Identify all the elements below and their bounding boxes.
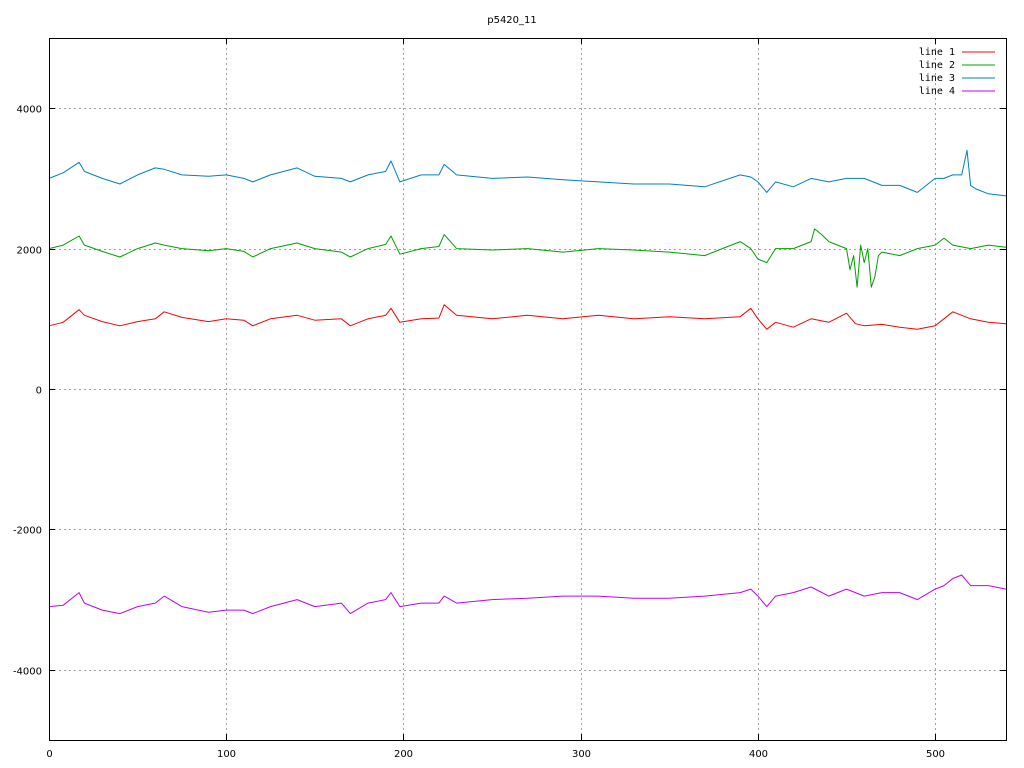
- axis-ticks: 0 100 200 300 400 500 -4000 -2000 0 2000 4000: [13, 38, 1006, 760]
- legend-label-2: line 2: [919, 60, 955, 71]
- x-tick-label: 300: [572, 749, 591, 760]
- series-line-2: [48, 228, 1007, 288]
- y-tick-label: 2000: [17, 246, 42, 257]
- legend-label-4: line 4: [919, 86, 955, 97]
- x-tick-label: 100: [217, 749, 236, 760]
- y-tick-label: -4000: [13, 667, 42, 678]
- series-line-3: [48, 149, 1007, 197]
- x-tick-label: 200: [394, 749, 413, 760]
- legend-label-1: line 1: [919, 47, 955, 58]
- series-line-4: [48, 574, 1007, 615]
- plot-frame: [49, 38, 1007, 741]
- y-tick-label: 4000: [17, 105, 42, 116]
- y-tick-label: 0: [36, 386, 42, 397]
- series-line-1: [48, 304, 1007, 330]
- legend-label-3: line 3: [919, 73, 955, 84]
- x-tick-label: 500: [926, 749, 945, 760]
- y-tick-label: -2000: [13, 526, 42, 537]
- x-tick-label: 0: [46, 749, 52, 760]
- chart-title: p5420_11: [487, 15, 537, 26]
- legend: line 1 line 2 line 3 line 4: [919, 47, 995, 97]
- grid: [49, 38, 1006, 740]
- x-tick-label: 400: [749, 749, 768, 760]
- series-layer: [48, 149, 1007, 615]
